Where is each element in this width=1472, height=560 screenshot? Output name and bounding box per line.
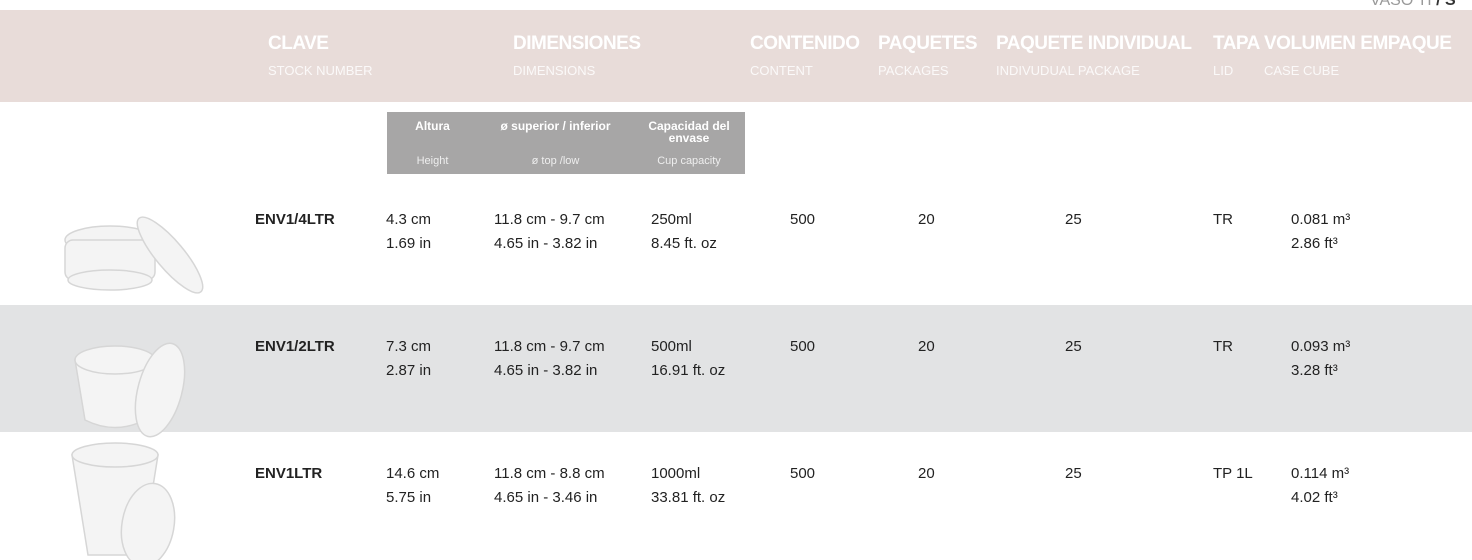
column-title: PAQUETES [878, 33, 978, 54]
stock-number: ENV1LTR [255, 465, 323, 482]
row-stripe [0, 305, 1472, 432]
column-title: TAPA [1213, 33, 1260, 54]
column-subtitle: DIMENSIONS [513, 63, 596, 78]
cell-lid: TR [1213, 338, 1233, 355]
cell-lid: TP 1L [1213, 465, 1253, 482]
cell-cube: 3.28 ft³ [1291, 362, 1338, 379]
product-images [64, 216, 204, 560]
cell-cube: 4.02 ft³ [1291, 489, 1338, 506]
subheader-title: ø superior / inferior [500, 119, 611, 133]
header-band [0, 10, 1472, 102]
cell-content: 500 [790, 338, 816, 355]
subheader-subtitle: Height [416, 155, 449, 167]
corner-light: VASO TI [1370, 0, 1432, 9]
column-title: VOLUMEN EMPAQUE [1264, 33, 1452, 54]
cell-content: 500 [790, 465, 816, 482]
cell-height: 2.87 in [386, 362, 432, 379]
cell-height: 5.75 in [386, 489, 432, 506]
cell-capacity: 33.81 ft. oz [651, 489, 726, 506]
cell-individual: 25 [1065, 211, 1082, 228]
column-title: CLAVE [268, 33, 329, 54]
cell-capacity: 1000ml [651, 465, 701, 482]
cell-diameter: 4.65 in - 3.82 in [494, 235, 598, 252]
subheader-subtitle: ø top /low [531, 155, 580, 167]
cell-diameter: 4.65 in - 3.46 in [494, 489, 598, 506]
cell-height: 7.3 cm [386, 338, 432, 355]
cell-capacity: 16.91 ft. oz [651, 362, 726, 379]
cell-content: 500 [790, 211, 816, 228]
cell-packages: 20 [918, 465, 935, 482]
cell-capacity: 250ml [651, 211, 692, 228]
cell-diameter: 4.65 in - 3.82 in [494, 362, 598, 379]
cell-diameter: 11.8 cm - 8.8 cm [494, 465, 605, 482]
stock-number: ENV1/4LTR [255, 211, 335, 228]
cell-cube: 0.093 m³ [1291, 338, 1351, 355]
cell-height: 14.6 cm [386, 465, 440, 482]
column-subtitle: CONTENT [750, 63, 813, 78]
subheader-band [387, 112, 745, 174]
cell-packages: 20 [918, 211, 935, 228]
column-title: DIMENSIONES [513, 33, 641, 54]
cell-individual: 25 [1065, 338, 1082, 355]
column-subtitle: INDIVUDUAL PACKAGE [996, 63, 1140, 78]
subheader-title: Altura [415, 119, 450, 133]
corner-bold: / S [1436, 0, 1456, 9]
cell-height: 1.69 in [386, 235, 432, 252]
subheader-title: Capacidad del envase [648, 119, 730, 145]
stock-number: ENV1/2LTR [255, 338, 335, 355]
cell-cube: 0.114 m³ [1291, 465, 1350, 482]
cell-capacity: 8.45 ft. oz [651, 235, 717, 252]
column-subtitle: LID [1213, 63, 1234, 78]
cell-height: 4.3 cm [386, 211, 432, 228]
column-title: CONTENIDO [750, 33, 860, 54]
corner-label: VASO TI / S [1370, 0, 1456, 10]
cell-diameter: 11.8 cm - 9.7 cm [494, 338, 605, 355]
cell-capacity: 500ml [651, 338, 692, 355]
cell-individual: 25 [1065, 465, 1082, 482]
column-subtitle: CASE CUBE [1264, 63, 1340, 78]
column-title: PAQUETE INDIVIDUAL [996, 33, 1192, 54]
cell-cube: 2.86 ft³ [1291, 235, 1338, 252]
cell-packages: 20 [918, 338, 935, 355]
subheader-subtitle: Cup capacity [657, 155, 721, 167]
column-subtitle: PACKAGES [878, 63, 949, 78]
cell-cube: 0.081 m³ [1291, 211, 1351, 228]
column-subtitle: STOCK NUMBER [268, 63, 373, 78]
cell-diameter: 11.8 cm - 9.7 cm [494, 211, 605, 228]
cell-lid: TR [1213, 211, 1233, 228]
